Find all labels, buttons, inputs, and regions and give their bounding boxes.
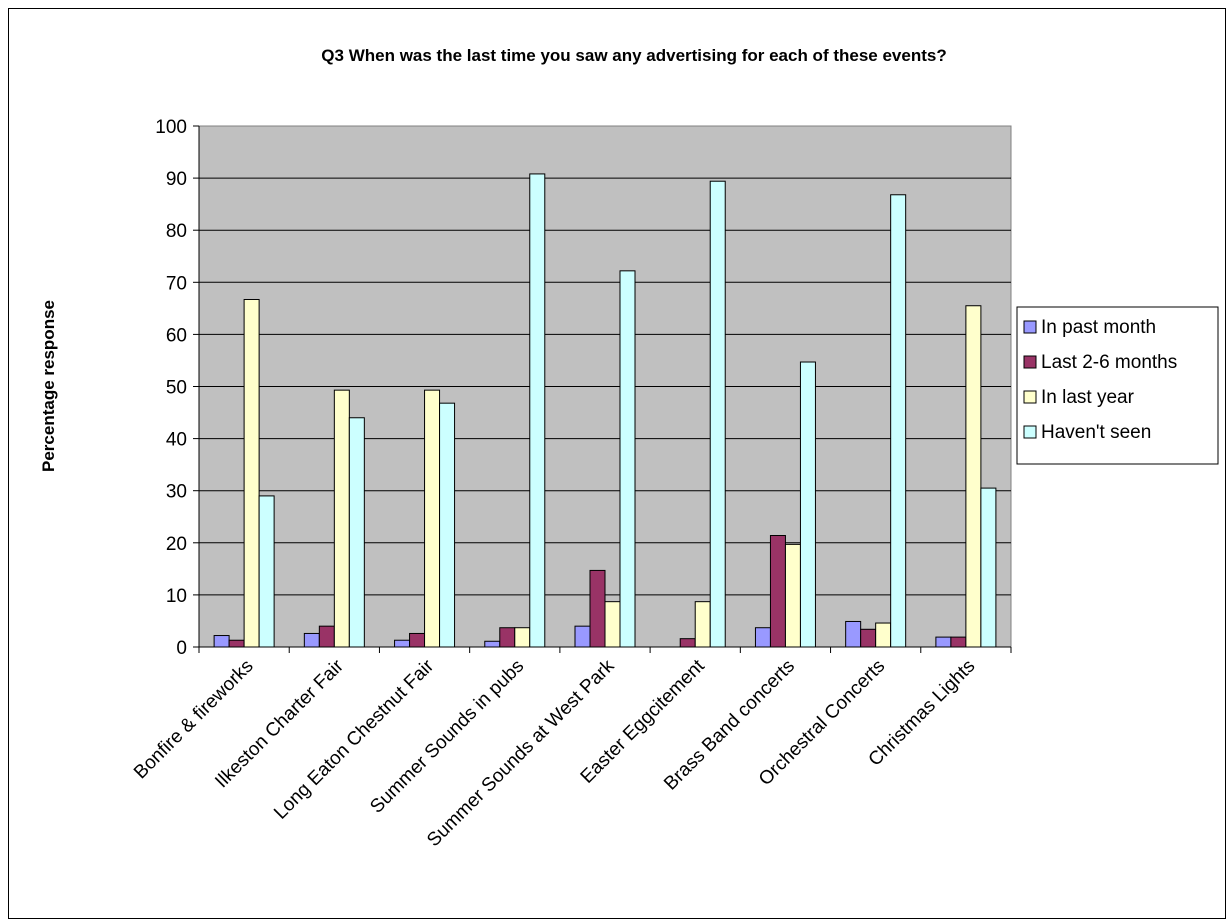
bar <box>950 636 967 648</box>
y-tick-label: 0 <box>176 638 187 659</box>
bar <box>604 601 621 648</box>
bar <box>484 640 501 648</box>
bar <box>980 487 997 648</box>
bar <box>318 625 335 648</box>
bar-chart: Q3 When was the last time you saw any ad… <box>39 46 1219 851</box>
bar <box>679 638 696 648</box>
x-tick-label: Summer Sounds at West Park <box>423 655 619 851</box>
bars <box>213 173 997 648</box>
bar <box>845 620 862 648</box>
legend: In past month Last 2-6 months In last year… <box>1016 306 1219 465</box>
legend-swatch <box>1023 320 1037 334</box>
legend-swatch <box>1023 355 1037 369</box>
bar <box>709 180 726 648</box>
legend-swatch <box>1023 390 1037 404</box>
legend-box <box>1016 306 1219 465</box>
y-tick-label: 60 <box>166 325 187 346</box>
bar <box>213 635 230 648</box>
legend-swatch <box>1023 425 1037 439</box>
legend-label: Last 2-6 months <box>1041 352 1177 373</box>
bar <box>228 639 245 648</box>
bar <box>860 628 877 648</box>
bar <box>754 627 771 648</box>
y-tick-label: 10 <box>166 586 187 607</box>
bar <box>694 601 711 648</box>
bar <box>574 625 591 648</box>
y-tick-label: 80 <box>166 221 187 242</box>
y-tick-label: 90 <box>166 169 187 190</box>
bar <box>769 535 786 648</box>
bar <box>303 632 320 648</box>
y-tick-labels: 0 10 20 30 40 50 60 70 80 90 100 <box>155 117 187 659</box>
bar <box>890 194 907 648</box>
legend-label: In past month <box>1041 317 1156 338</box>
y-tick-label: 100 <box>155 117 187 138</box>
bar <box>394 639 411 648</box>
bar <box>965 305 982 648</box>
chart-title: Q3 When was the last time you saw any ad… <box>321 46 946 65</box>
bar <box>348 417 365 648</box>
bar <box>499 627 516 648</box>
bar <box>258 495 275 648</box>
bar <box>619 270 636 648</box>
y-tick-label: 50 <box>166 378 187 399</box>
bar <box>799 361 816 648</box>
chart-frame: Q3 When was the last time you saw any ad… <box>8 8 1226 919</box>
y-tick-label: 30 <box>166 482 187 503</box>
y-axis-label: Percentage response <box>39 300 58 472</box>
bar <box>243 298 260 648</box>
y-tick-label: 20 <box>166 534 187 555</box>
bar <box>784 543 801 648</box>
axes <box>193 125 1012 653</box>
bar <box>589 569 606 648</box>
bar <box>424 389 441 648</box>
bar <box>875 622 892 648</box>
bar <box>514 627 531 648</box>
bar <box>333 389 350 648</box>
x-tick-label: Summer Sounds in pubs <box>366 656 528 818</box>
bar <box>439 402 456 648</box>
x-tick-label: Long Eaton Chestnut Fair <box>270 655 438 823</box>
y-tick-label: 40 <box>166 430 187 451</box>
y-tick-label: 70 <box>166 273 187 294</box>
bar <box>935 636 952 648</box>
bar <box>529 173 546 648</box>
bar <box>409 632 426 648</box>
legend-label: Haven't seen <box>1041 422 1151 443</box>
legend-label: In last year <box>1041 387 1135 408</box>
